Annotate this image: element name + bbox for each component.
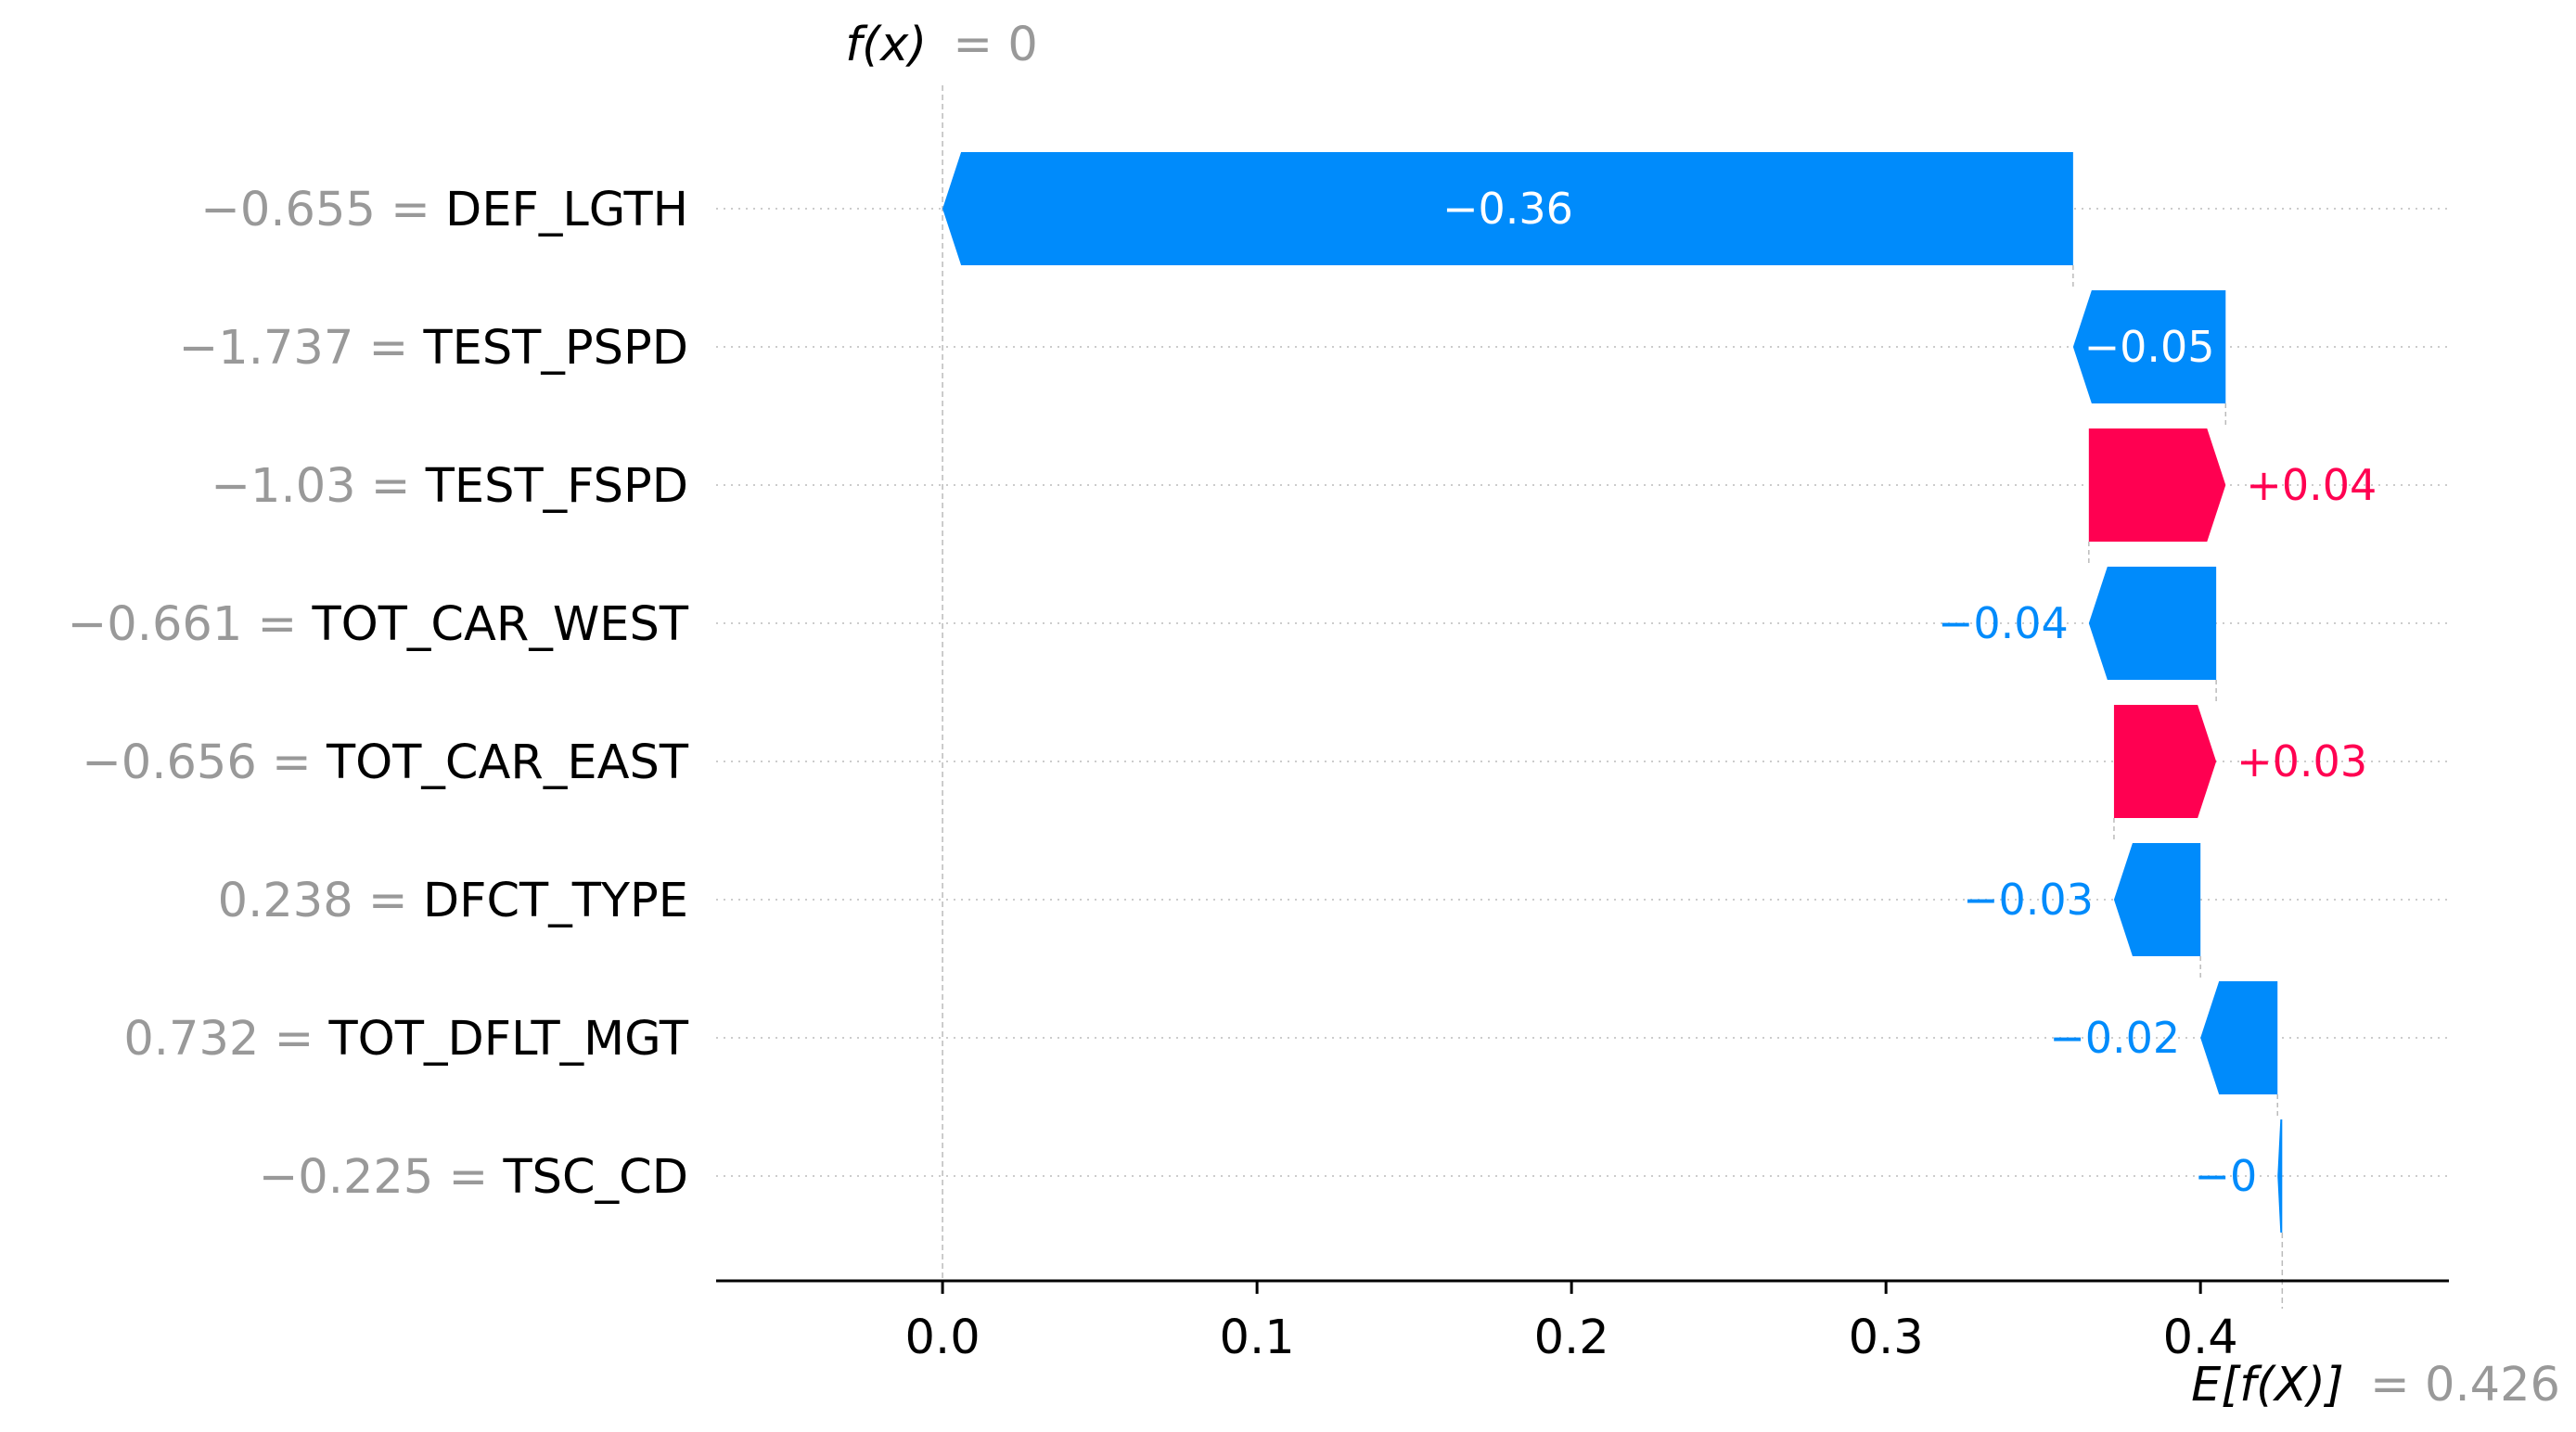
output-value-equals: = 0	[953, 18, 1037, 72]
bars-layer: −0.36 −0.05 +0.04 −0.04 +0.03 −0.03 −0.02 −0	[942, 152, 2377, 1233]
bar-value-label: −0.02	[2049, 1013, 2180, 1063]
x-tick-label: 0.2	[1534, 1311, 1609, 1365]
bar-value-label: −0	[2194, 1151, 2257, 1201]
base-value-symbol: E[f(X)]	[2191, 1358, 2344, 1413]
feature-label: −0.655 = DEF_LGTH	[200, 183, 688, 237]
feature-value: 0.238 =	[218, 874, 423, 928]
base-value-equals: = 0.426	[2370, 1358, 2560, 1413]
x-axis: 0.0 0.1 0.2 0.3 0.4	[716, 1279, 2449, 1365]
feature-name: TOT_DFLT_MGT	[328, 1012, 689, 1067]
output-value-symbol: f(x)	[845, 18, 927, 72]
reference-lines	[942, 85, 2284, 1309]
bar-value-label: −0.05	[2084, 322, 2215, 372]
bar-dfct-type	[2113, 843, 2201, 956]
feature-label: 0.238 = DFCT_TYPE	[218, 874, 688, 928]
feature-label: −1.03 = TEST_FSPD	[211, 459, 688, 514]
x-tick-label: 0.4	[2163, 1311, 2238, 1365]
x-tick-label: 0.3	[1849, 1311, 1924, 1365]
bar-tsc-cd	[2277, 1119, 2283, 1233]
feature-value: −1.03 =	[211, 459, 425, 514]
x-tick-label: 0.1	[1220, 1311, 1295, 1365]
bar-value-label: −0.36	[1442, 184, 1573, 234]
bar-value-label: −0.04	[1938, 598, 2069, 648]
bar-def-lgth	[942, 152, 2073, 265]
bar-value-label: +0.03	[2236, 736, 2367, 786]
feature-label: −1.737 = TEST_PSPD	[179, 321, 688, 376]
feature-name: DFCT_TYPE	[423, 874, 688, 928]
feature-label: −0.656 = TOT_CAR_EAST	[82, 735, 689, 790]
bar-tot-dflt-mgt	[2200, 981, 2278, 1094]
bar-test-fspd	[2088, 428, 2226, 542]
bar-value-label: −0.03	[1963, 875, 2094, 925]
feature-name: TOT_CAR_WEST	[311, 597, 688, 652]
bar-test-pspd	[2072, 290, 2226, 403]
output-value-label: f(x) = 0	[845, 18, 1038, 72]
feature-name: TEST_FSPD	[425, 459, 688, 514]
feature-value: −0.225 =	[259, 1150, 504, 1205]
feature-value: −0.661 =	[68, 597, 313, 652]
bar-tot-car-east	[2113, 705, 2217, 818]
x-tick-label: 0.0	[905, 1311, 980, 1365]
base-value-label: E[f(X)] = 0.426	[2191, 1358, 2560, 1413]
feature-label: −0.225 = TSC_CD	[259, 1150, 688, 1205]
bar-value-label: +0.04	[2246, 460, 2377, 510]
feature-label: −0.661 = TOT_CAR_WEST	[68, 597, 689, 652]
feature-value: −0.655 =	[200, 183, 445, 237]
bar-tot-car-west	[2088, 567, 2217, 680]
feature-label: 0.732 = TOT_DFLT_MGT	[123, 1012, 688, 1067]
feature-name: TSC_CD	[502, 1150, 688, 1205]
feature-name: DEF_LGTH	[445, 183, 688, 237]
feature-value: −0.656 =	[82, 735, 327, 790]
feature-name: TOT_CAR_EAST	[326, 735, 689, 790]
feature-value: 0.732 =	[123, 1012, 328, 1067]
feature-name: TEST_PSPD	[422, 321, 688, 376]
feature-value: −1.737 =	[179, 321, 424, 376]
feature-labels: −0.655 = DEF_LGTH −1.737 = TEST_PSPD −1.03…	[68, 183, 689, 1205]
